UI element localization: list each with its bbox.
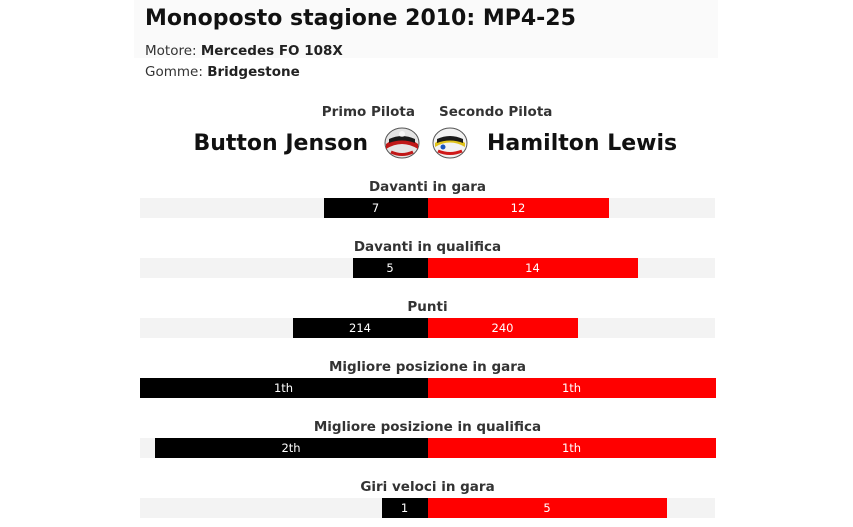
stat-row-best-qualifying-position: Migliore posizione in qualifica 2th 1th [140,418,716,460]
stat-label: Punti [407,299,448,315]
first-driver-bar: 2th [154,438,428,458]
first-driver-bar: 5 [352,258,428,278]
first-driver-bar: 7 [323,198,428,218]
first-driver-name: Button Jenson [193,131,368,156]
first-driver-bar: 1 [381,498,428,518]
stat-track: 1 5 [140,498,715,518]
first-driver-bar: 214 [292,318,428,338]
tyres-value: Bridgestone [207,64,300,80]
stat-label: Giri veloci in gara [360,479,495,495]
second-driver-helmet-icon [432,127,468,159]
second-driver-bar: 240 [427,318,578,338]
first-driver-role: Primo Pilota [321,104,415,120]
second-driver-name: Hamilton Lewis [487,131,678,156]
stat-label: Davanti in gara [368,179,487,195]
stat-track: 7 12 [140,198,715,218]
stat-track: 214 240 [140,318,715,338]
header-panel [134,0,718,58]
second-driver-bar: 12 [427,198,609,218]
stat-row-ahead-in-race: Davanti in gara 7 12 [140,178,715,220]
engine-info: Motore: Mercedes FO 108X [145,42,343,60]
tyres-label: Gomme: [145,64,203,80]
stat-track: 5 14 [140,258,715,278]
stat-row-best-race-position: Migliore posizione in gara 1th 1th [139,358,716,400]
stat-row-fastest-laps: Giri veloci in gara 1 5 [140,478,715,520]
stat-track: 2th 1th [140,438,716,458]
engine-value: Mercedes FO 108X [200,43,343,59]
tyres-info: Gomme: Bridgestone [145,63,300,81]
page-title: Monoposto stagione 2010: MP4-25 [145,6,576,31]
first-driver-helmet-icon [384,127,420,159]
stat-track: 1th 1th [139,378,716,398]
second-driver-bar: 5 [427,498,667,518]
stat-row-ahead-in-qualifying: Davanti in qualifica 5 14 [140,238,715,280]
second-driver-bar: 1th [427,438,716,458]
second-driver-bar: 14 [427,258,638,278]
stat-label: Migliore posizione in qualifica [313,419,542,435]
stat-row-points: Punti 214 240 [140,298,715,340]
engine-label: Motore: [145,43,197,59]
first-driver-bar: 1th [139,378,428,398]
stat-label: Migliore posizione in gara [328,359,527,375]
second-driver-bar: 1th [427,378,716,398]
stat-label: Davanti in qualifica [353,239,502,255]
second-driver-role: Secondo Pilota [439,104,553,120]
